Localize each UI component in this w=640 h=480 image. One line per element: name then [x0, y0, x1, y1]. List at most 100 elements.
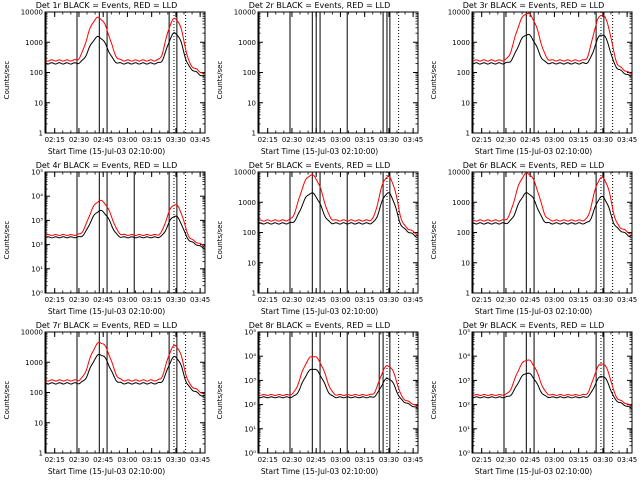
panel-title: Det 5r BLACK = Events, RED = LLD — [248, 161, 391, 170]
x-tick-label: 02:15 — [258, 296, 278, 304]
lld-rate-line — [472, 359, 632, 407]
x-tick-label: 03:00 — [544, 136, 564, 144]
lld-rate-line — [472, 172, 632, 235]
x-tick-label: 02:45 — [306, 456, 326, 464]
plot-frame — [257, 11, 419, 134]
lld-rate-line — [45, 342, 205, 394]
panel-det-2r: 1 10 100 1000 10000 02:15 02:30 02:45 03:00 03:15… — [213, 0, 426, 160]
y-tick-label: 10¹ — [458, 425, 470, 433]
lld-rate-line — [45, 199, 205, 247]
y-tick-label: 10¹ — [31, 265, 43, 273]
x-tick-label: 03:00 — [117, 136, 137, 144]
x-tick-label: 03:00 — [544, 296, 564, 304]
panel-det-3r: 1 10 100 1000 10000 02:15 02:30 02:45 03:00 03:15… — [427, 0, 640, 160]
x-tick-label: 02:45 — [520, 296, 540, 304]
x-tick-label: 03:30 — [593, 456, 613, 464]
y-tick-label: 10000 — [21, 329, 43, 337]
panel-title: Det 3r BLACK = Events, RED = LLD — [462, 1, 605, 10]
panel-det-6r: 1 10 100 1000 10000 02:15 02:30 02:45 03:00 03:15… — [427, 160, 640, 320]
x-tick-label: 02:45 — [93, 456, 113, 464]
panel-det-7r: 1 10 100 1000 10000 02:15 02:30 02:45 03:00 03:15… — [0, 320, 213, 480]
x-tick-label: 03:00 — [330, 456, 350, 464]
y-tick-label: 10000 — [234, 169, 256, 177]
x-tick-label: 02:30 — [496, 296, 516, 304]
plot-frame — [257, 171, 419, 294]
x-tick-label: 02:45 — [93, 296, 113, 304]
panel-title: Det 4r BLACK = Events, RED = LLD — [35, 161, 178, 170]
y-axis-label: Counts/sec — [216, 220, 224, 260]
x-tick-label: 02:30 — [69, 456, 89, 464]
x-tick-label: 03:00 — [330, 296, 350, 304]
x-tick-label: 02:15 — [472, 456, 492, 464]
y-axis-label: Counts/sec — [216, 380, 224, 420]
x-axis-label: Start Time (15-Jul-03 02:10:00) — [260, 467, 379, 476]
x-tick-label: 02:30 — [69, 136, 89, 144]
x-tick-label: 02:15 — [45, 296, 65, 304]
x-axis-label: Start Time (15-Jul-03 02:10:00) — [47, 467, 166, 476]
x-axis-label: Start Time (15-Jul-03 02:10:00) — [47, 147, 166, 156]
events-rate-line — [45, 209, 205, 250]
y-tick-label: 100 — [457, 69, 470, 77]
x-tick-label: 03:30 — [166, 296, 186, 304]
events-rate-line — [258, 368, 418, 409]
y-tick-label: 1 — [252, 290, 256, 298]
y-axis-label: Counts/sec — [3, 60, 11, 100]
panel-title: Det 2r BLACK = Events, RED = LLD — [248, 1, 391, 10]
panel-det-4r: 10⁰ 10¹ 10² 10³ 10⁴ 10⁵ 02:15 02:30 02:45 03:00 03… — [0, 160, 213, 320]
y-tick-label: 10 — [247, 259, 256, 267]
panel-title: Det 7r BLACK = Events, RED = LLD — [35, 321, 178, 330]
x-tick-label: 03:30 — [166, 136, 186, 144]
panel-det-5r: 1 10 100 1000 10000 02:15 02:30 02:45 03:00 03:15… — [213, 160, 426, 320]
y-tick-label: 10⁰ — [244, 450, 256, 458]
y-tick-label: 10³ — [31, 217, 43, 225]
y-tick-label: 1 — [466, 290, 470, 298]
plot-frame — [44, 171, 206, 294]
x-tick-label: 03:45 — [403, 296, 423, 304]
y-tick-label: 10000 — [448, 9, 470, 17]
x-tick-label: 02:30 — [282, 296, 302, 304]
plot-frame — [471, 171, 633, 294]
panel-title: Det 9r BLACK = Events, RED = LLD — [462, 321, 605, 330]
x-tick-label: 03:30 — [379, 456, 399, 464]
y-tick-label: 10² — [244, 401, 256, 409]
y-tick-label: 10⁴ — [244, 353, 256, 361]
x-tick-label: 02:15 — [472, 296, 492, 304]
y-tick-label: 100 — [30, 389, 43, 397]
y-tick-label: 10⁵ — [458, 329, 470, 337]
x-axis-label: Start Time (15-Jul-03 02:10:00) — [260, 147, 379, 156]
events-rate-line — [472, 33, 632, 78]
y-tick-label: 100 — [457, 229, 470, 237]
panel-det-9r: 10⁰ 10¹ 10² 10³ 10⁴ 10⁵ 02:15 02:30 02:45 03:00 03… — [427, 320, 640, 480]
events-rate-line — [472, 372, 632, 409]
x-tick-label: 03:45 — [403, 456, 423, 464]
x-tick-label: 03:45 — [190, 136, 210, 144]
plot-frame — [471, 11, 633, 134]
lld-rate-line — [472, 12, 632, 75]
x-tick-label: 03:45 — [617, 456, 637, 464]
y-tick-label: 10⁴ — [458, 353, 470, 361]
y-axis-label: Counts/sec — [430, 220, 438, 260]
x-tick-label: 02:45 — [520, 136, 540, 144]
y-tick-label: 1000 — [452, 199, 470, 207]
x-tick-label: 02:45 — [93, 136, 113, 144]
y-tick-label: 10¹ — [244, 425, 256, 433]
x-tick-label: 02:45 — [306, 136, 326, 144]
events-rate-line — [45, 32, 205, 77]
x-tick-label: 03:15 — [355, 296, 375, 304]
y-axis-label: Counts/sec — [3, 220, 11, 260]
x-tick-label: 03:15 — [142, 136, 162, 144]
y-axis-label: Counts/sec — [216, 60, 224, 100]
y-tick-label: 10 — [247, 99, 256, 107]
plot-frame — [471, 331, 633, 454]
x-tick-label: 03:00 — [117, 456, 137, 464]
y-tick-label: 10² — [31, 241, 43, 249]
x-tick-label: 03:15 — [142, 296, 162, 304]
y-axis-label: Counts/sec — [3, 380, 11, 420]
y-tick-label: 1 — [39, 450, 43, 458]
x-axis-label: Start Time (15-Jul-03 02:10:00) — [474, 307, 593, 316]
x-tick-label: 02:45 — [306, 296, 326, 304]
x-tick-label: 03:45 — [617, 296, 637, 304]
y-tick-label: 10000 — [448, 169, 470, 177]
y-tick-label: 100 — [243, 69, 256, 77]
x-tick-label: 03:45 — [617, 136, 637, 144]
